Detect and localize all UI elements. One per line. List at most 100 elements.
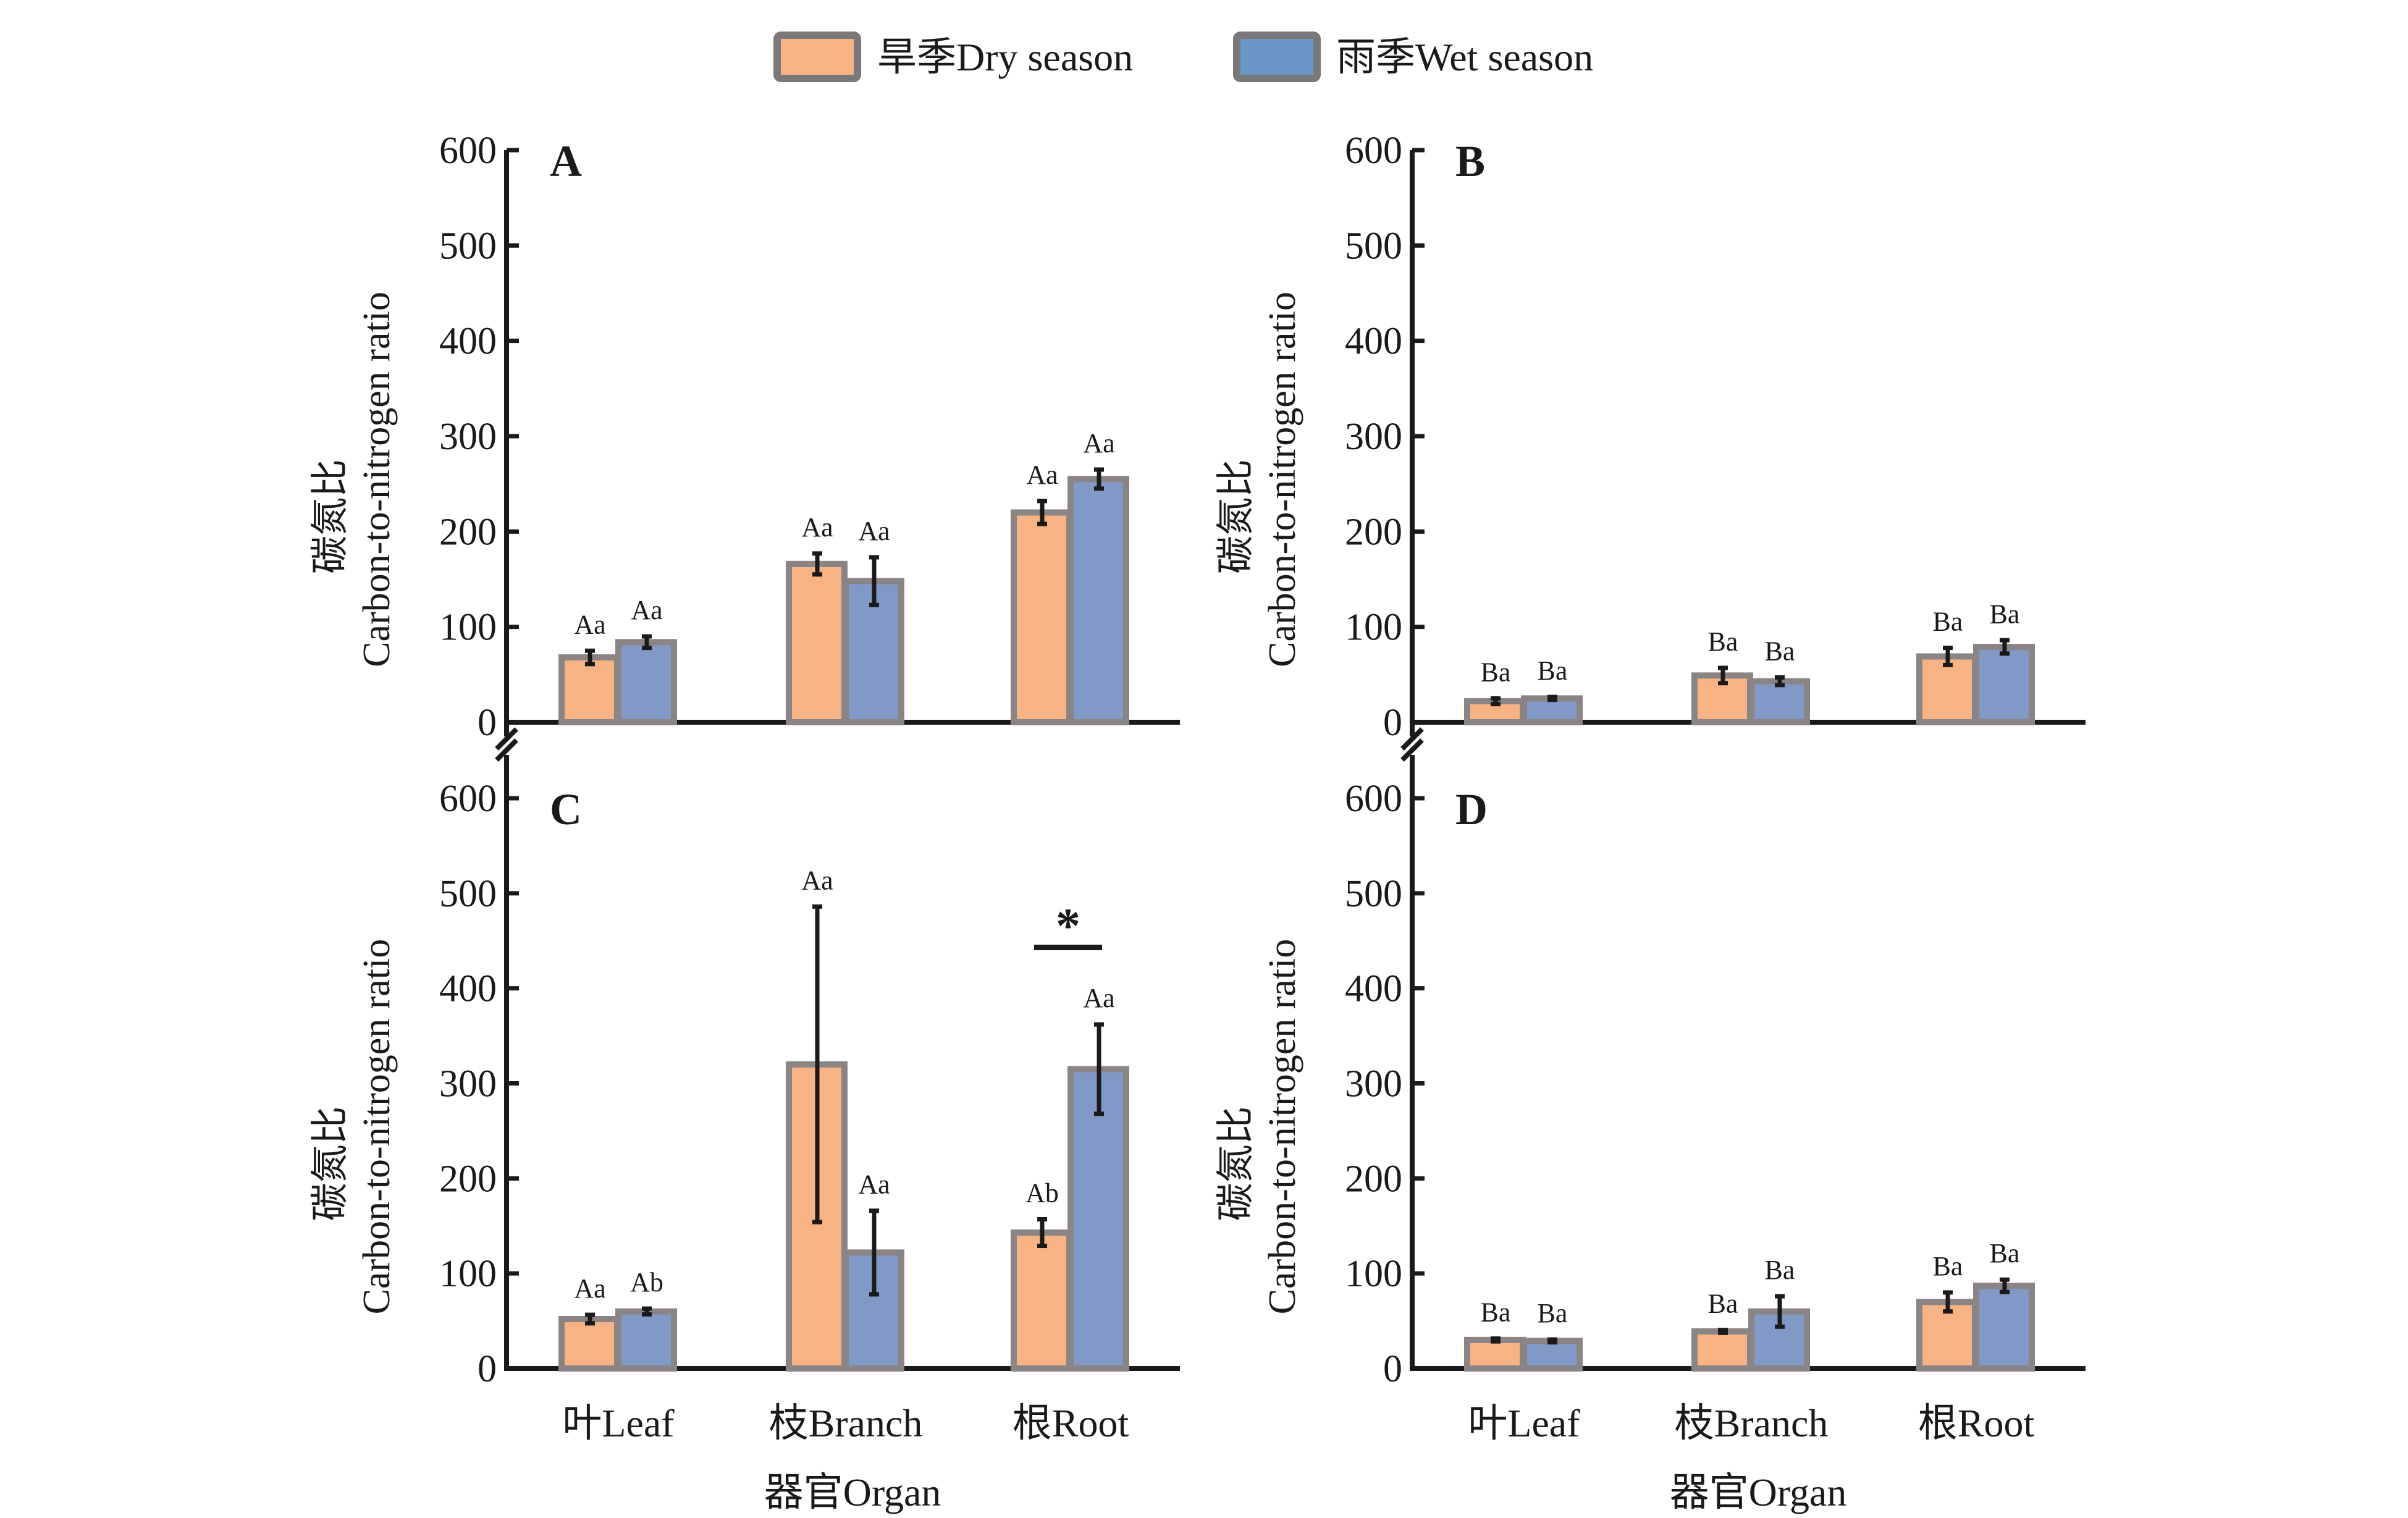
y-tick-label: 100 bbox=[1345, 1253, 1402, 1295]
significance-label: Ab bbox=[630, 1267, 663, 1297]
legend-item-wet: 雨季Wet season bbox=[1233, 32, 1593, 82]
x-axis-title: 器官Organ bbox=[764, 1470, 941, 1514]
legend-swatch-wet bbox=[1233, 32, 1321, 82]
significance-label: Aa bbox=[574, 1273, 605, 1304]
significance-label: Aa bbox=[858, 1170, 890, 1200]
significance-label: Ba bbox=[1708, 626, 1738, 657]
y-tick-label: 200 bbox=[1345, 1158, 1402, 1200]
y-tick-label: 300 bbox=[1345, 1063, 1402, 1105]
bar-wet bbox=[1973, 1283, 2035, 1372]
significance-label: Aa bbox=[801, 865, 833, 895]
significance-label: Aa bbox=[574, 609, 605, 639]
bar-dry bbox=[786, 560, 848, 725]
axis-break-mark bbox=[495, 738, 518, 762]
significance-label: Ba bbox=[1990, 599, 2020, 629]
panel-letter: D bbox=[1455, 785, 1488, 834]
y-tick-label: 600 bbox=[439, 130, 497, 172]
y-tick-label: 100 bbox=[439, 1253, 497, 1295]
bar-wet bbox=[1973, 644, 2035, 725]
significance-label: Ba bbox=[1765, 1255, 1795, 1285]
bar-dry bbox=[558, 654, 620, 726]
bar-wet bbox=[615, 639, 677, 725]
significance-label: Aa bbox=[1026, 460, 1058, 490]
significance-label: Aa bbox=[858, 516, 890, 546]
significance-label: Ab bbox=[1025, 1178, 1059, 1208]
y-axis-label-cn: 碳氮比 bbox=[1215, 1106, 1257, 1221]
y-tick-label: 300 bbox=[439, 416, 497, 458]
y-tick-label: 100 bbox=[439, 607, 497, 649]
bar-wet bbox=[1067, 476, 1129, 725]
y-tick-label: 200 bbox=[1345, 511, 1402, 553]
bar-dry bbox=[1464, 1336, 1526, 1372]
panel-a: 0 100 200 300 400 500 600 A 碳氮比 Carbon-to-nitroge… bbox=[309, 130, 1180, 744]
panel-c: 0 100 200 300 400 500 600 C 碳氮比 Carbon-to-nitroge… bbox=[309, 723, 1180, 1514]
y-tick-label: 400 bbox=[1345, 321, 1402, 363]
legend-label-dry: 旱季Dry season bbox=[877, 35, 1133, 79]
y-axis-label-en: Carbon-to-nitrogen ratio bbox=[356, 292, 398, 667]
x-tick-label: 叶Leaf bbox=[1468, 1401, 1580, 1445]
bar-wet bbox=[1521, 1338, 1583, 1372]
x-tick-label: 根Root bbox=[1012, 1401, 1129, 1445]
y-axis-label-en: Carbon-to-nitrogen ratio bbox=[356, 939, 398, 1315]
bar-dry bbox=[1011, 509, 1072, 725]
significance-label: Ba bbox=[1933, 607, 1963, 637]
significance-label: Ba bbox=[1933, 1251, 1963, 1281]
y-tick-label: 300 bbox=[1345, 416, 1402, 458]
y-tick-label: 0 bbox=[478, 702, 497, 744]
y-tick-label: 400 bbox=[439, 321, 497, 363]
panel-b: 0 100 200 300 400 500 600 B 碳氮比 Carbon-to-nitroge… bbox=[1215, 130, 2086, 744]
x-tick-label: 根Root bbox=[1918, 1401, 2035, 1445]
significance-label: Aa bbox=[1083, 428, 1114, 458]
significance-label: Aa bbox=[631, 595, 662, 625]
y-tick-label: 500 bbox=[1345, 225, 1402, 267]
y-tick-label: 0 bbox=[478, 1348, 497, 1390]
y-tick-label: 100 bbox=[1345, 607, 1402, 649]
y-tick-label: 400 bbox=[439, 968, 497, 1010]
significance-asterisk: * bbox=[1056, 900, 1080, 954]
axis-break-mark bbox=[1400, 727, 1424, 751]
panel-letter: C bbox=[550, 785, 582, 834]
x-tick-label: 枝Branch bbox=[769, 1401, 923, 1445]
significance-label: Aa bbox=[801, 512, 833, 542]
y-tick-label: 600 bbox=[439, 778, 497, 820]
significance-label: Ba bbox=[1481, 657, 1511, 687]
y-tick-label: 500 bbox=[1345, 873, 1402, 915]
legend-item-dry: 旱季Dry season bbox=[773, 32, 1133, 82]
significance-label: Ba bbox=[1765, 636, 1795, 666]
axis-break-mark bbox=[1400, 738, 1424, 762]
significance-label: Ba bbox=[1538, 656, 1568, 686]
legend-swatch-dry bbox=[773, 32, 861, 82]
panel-letter: B bbox=[1455, 137, 1485, 186]
x-tick-label: 叶Leaf bbox=[562, 1401, 675, 1445]
bar-dry bbox=[558, 1316, 620, 1372]
bar-wet bbox=[615, 1308, 677, 1372]
bar-dry bbox=[1011, 1229, 1072, 1372]
y-tick-label: 0 bbox=[1383, 702, 1402, 744]
y-axis-label-en: Carbon-to-nitrogen ratio bbox=[1261, 292, 1303, 667]
y-tick-label: 300 bbox=[439, 1063, 497, 1105]
significance-label: Ba bbox=[1481, 1297, 1511, 1328]
y-axis-label-cn: 碳氮比 bbox=[309, 459, 352, 574]
y-tick-label: 600 bbox=[1345, 130, 1402, 172]
y-tick-label: 0 bbox=[1383, 1348, 1402, 1390]
significance-label: Ba bbox=[1708, 1289, 1738, 1319]
x-tick-label: 枝Branch bbox=[1675, 1401, 1829, 1445]
significance-label: Ba bbox=[1538, 1298, 1568, 1328]
y-axis-label-en: Carbon-to-nitrogen ratio bbox=[1261, 939, 1303, 1315]
y-tick-label: 400 bbox=[1345, 968, 1402, 1010]
y-axis-label-cn: 碳氮比 bbox=[309, 1106, 352, 1221]
panel-letter: A bbox=[550, 137, 582, 186]
y-tick-label: 200 bbox=[439, 511, 497, 553]
y-tick-label: 500 bbox=[439, 873, 497, 915]
bar-dry bbox=[1691, 1328, 1753, 1372]
axis-break-mark bbox=[495, 727, 518, 751]
panel-d: 0 100 200 300 400 500 600 D 碳氮比 Carbon-to-nitroge… bbox=[1215, 723, 2086, 1514]
y-axis-label-cn: 碳氮比 bbox=[1215, 459, 1257, 574]
x-axis-title: 器官Organ bbox=[1670, 1470, 1847, 1514]
y-tick-label: 600 bbox=[1345, 778, 1402, 820]
y-tick-label: 200 bbox=[439, 1158, 497, 1200]
y-tick-label: 500 bbox=[439, 225, 497, 267]
significance-label: Ba bbox=[1990, 1238, 2020, 1268]
legend: 旱季Dry season 雨季Wet season bbox=[773, 32, 1593, 82]
